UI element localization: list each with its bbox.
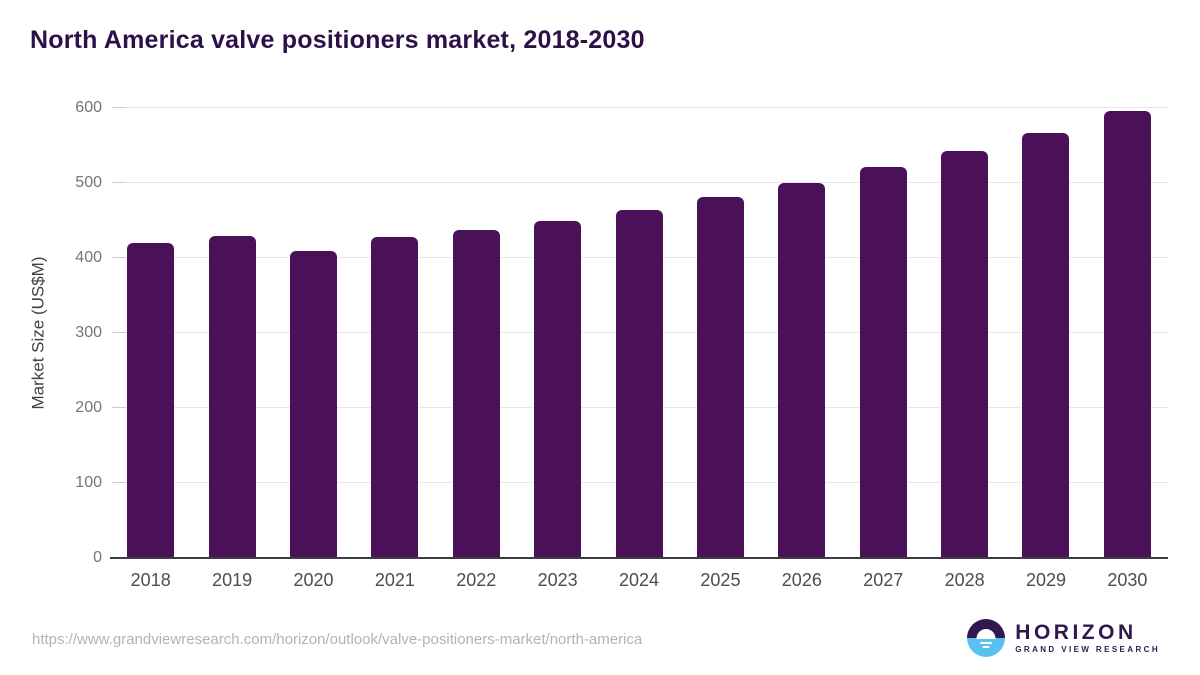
plot-area — [110, 107, 1168, 559]
y-tick-label-200: 200 — [75, 399, 102, 417]
chart-title: North America valve positioners market, … — [30, 26, 645, 54]
gridline-500 — [112, 182, 1168, 183]
y-axis-title: Market Size (US$M) — [22, 108, 56, 558]
bar-slot-2025 — [680, 108, 761, 558]
x-label-2018: 2018 — [130, 570, 171, 590]
tick-mark-100 — [112, 482, 125, 484]
bar-2027 — [859, 167, 907, 558]
bar-2018 — [127, 243, 175, 558]
bar-slot-2024 — [598, 108, 679, 558]
bar-2022 — [452, 229, 500, 558]
tick-mark-300 — [112, 332, 125, 333]
bar-2023 — [534, 220, 582, 558]
tick-mark-500 — [112, 182, 125, 183]
x-label-2023: 2023 — [537, 570, 578, 590]
sun-reflection-line — [980, 642, 993, 644]
bar-slot-2019 — [191, 108, 272, 558]
x-label-2020: 2020 — [293, 570, 334, 590]
gridline-600 — [112, 107, 1168, 108]
tick-mark-200 — [112, 407, 125, 409]
bar-2024 — [615, 210, 663, 558]
y-tick-label-400: 400 — [75, 249, 102, 267]
bar-2021 — [371, 237, 419, 558]
bar-slot-2020 — [273, 108, 354, 558]
logo-name: HORIZON — [1015, 621, 1137, 644]
bar-slot-2030 — [1087, 108, 1168, 558]
x-label-2019: 2019 — [212, 570, 253, 590]
bar-slot-2029 — [1005, 108, 1086, 558]
y-axis-title-text: Market Size (US$M) — [29, 256, 48, 410]
x-label-2024: 2024 — [619, 570, 660, 590]
logo-text: HORIZON GRAND VIEW RESEARCH — [1015, 622, 1160, 654]
y-tick-label-0: 0 — [93, 549, 102, 566]
y-tick-label-100: 100 — [75, 474, 102, 492]
x-label-2030: 2030 — [1107, 570, 1148, 590]
bar-series — [110, 108, 1168, 558]
horizon-logo: HORIZON GRAND VIEW RESEARCH — [967, 619, 1160, 657]
bar-2028 — [941, 150, 989, 558]
x-label-2029: 2029 — [1025, 570, 1067, 590]
bar-slot-2021 — [354, 108, 435, 558]
x-label-2025: 2025 — [700, 570, 741, 590]
logo-subtitle: GRAND VIEW RESEARCH — [1015, 645, 1160, 654]
source-url: https://www.grandviewresearch.com/horizo… — [32, 631, 643, 648]
y-tick-labels: 0 100 200 300 400 500 600 — [56, 100, 102, 566]
tick-mark-400 — [112, 257, 125, 259]
x-label-2022: 2022 — [456, 570, 497, 590]
sun-icon — [976, 629, 996, 639]
bar-2025 — [696, 197, 744, 558]
x-label-2028: 2028 — [944, 570, 985, 590]
bar-slot-2023 — [517, 108, 598, 558]
x-axis-labels: 2018 2019 2020 2021 2022 2023 2024 2025 2026 2027… — [110, 570, 1168, 591]
bar-slot-2018 — [110, 108, 191, 558]
bar-2029 — [1022, 132, 1070, 558]
bar-2020 — [289, 250, 337, 558]
bar-slot-2026 — [761, 108, 842, 558]
bar-slot-2027 — [843, 108, 924, 558]
bar-slot-2022 — [436, 108, 517, 558]
horizon-logo-icon — [967, 619, 1006, 657]
x-label-2027: 2027 — [863, 570, 904, 590]
sun-reflection-line — [982, 646, 990, 648]
y-tick-label-300: 300 — [75, 324, 102, 341]
bar-2026 — [778, 183, 826, 558]
bar-2019 — [208, 235, 256, 558]
x-axis-line — [110, 557, 1168, 559]
x-label-2021: 2021 — [374, 570, 415, 590]
bar-slot-2028 — [924, 108, 1005, 558]
y-tick-label-500: 500 — [75, 174, 102, 191]
y-tick-label-600: 600 — [75, 99, 102, 116]
x-label-2026: 2026 — [781, 570, 822, 590]
bar-2030 — [1103, 111, 1151, 558]
tick-mark-600 — [112, 107, 125, 108]
